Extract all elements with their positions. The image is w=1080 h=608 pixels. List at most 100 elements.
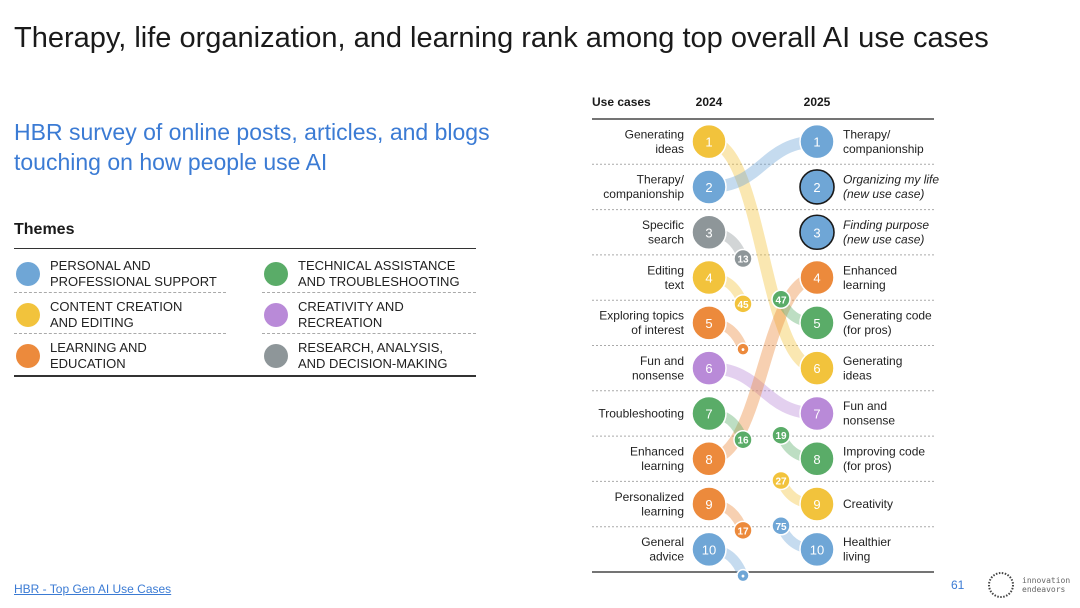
rank-2024-number: 5 <box>705 316 712 331</box>
page-number: 61 <box>951 578 965 592</box>
theme-research: Research, analysis, and decision-making <box>264 340 448 372</box>
rank-2025-circle <box>799 169 835 205</box>
use-case-2025-label: Generating code <box>843 309 932 323</box>
themes-top-rule <box>14 248 476 249</box>
rank-2024-circle <box>691 214 727 250</box>
use-case-2025-label: ideas <box>843 368 872 382</box>
dropout-rank-badge <box>733 520 753 541</box>
rank-2025-number: 2 <box>813 180 820 195</box>
use-case-2024-label: Enhanced <box>630 445 684 459</box>
rank-2024-circle <box>691 486 727 522</box>
use-case-2025-label: learning <box>843 278 886 292</box>
theme-label: Content creation and editing <box>50 299 183 330</box>
rank-2025-number: 5 <box>813 316 820 331</box>
use-case-2025-label: companionship <box>843 142 924 156</box>
use-case-2025-label: Generating <box>843 354 902 368</box>
dropout-rank-badge <box>733 429 753 450</box>
use-case-2025-label: Improving code <box>843 445 925 459</box>
rank-2024-number: 2 <box>705 180 712 195</box>
rank-2024-circle <box>691 123 727 160</box>
rank-2024-number: 9 <box>705 497 712 512</box>
rank-2025-number: 3 <box>813 225 820 240</box>
use-case-2024-label: advice <box>649 550 684 564</box>
rank-2025-number: 7 <box>813 406 820 421</box>
rank-2025-circle <box>799 486 835 522</box>
rank-2024-circle <box>691 169 727 205</box>
innovation-endeavors-logo: innovation endeavors <box>986 570 1070 600</box>
newcomer-rank-badge <box>771 516 791 536</box>
rank-flow <box>703 135 823 375</box>
theme-label: Research, analysis, and decision-making <box>298 340 448 371</box>
use-case-2025-label: nonsense <box>843 414 895 428</box>
theme-dot <box>264 303 288 327</box>
rank-2024-number: 3 <box>705 225 712 240</box>
header-2025: 2025 <box>804 95 831 109</box>
rank-2024-circle <box>691 305 727 341</box>
theme-label: Personal and professional support <box>50 258 217 289</box>
newcomer-rank-badge <box>771 289 791 310</box>
rank-2024-circle <box>691 441 727 477</box>
rank-2025-number: 4 <box>813 271 820 286</box>
use-case-2025-label: Organizing my life <box>843 173 939 187</box>
theme-divider <box>262 292 476 293</box>
newcomer-rank-label: 27 <box>775 476 787 487</box>
theme-label: Creativity and recreation <box>298 299 404 330</box>
rank-2025-circle <box>799 441 835 477</box>
rank-flow <box>703 271 823 465</box>
use-case-2024-label: Generating <box>625 127 684 141</box>
rank-2025-number: 6 <box>813 361 820 376</box>
use-case-2025-label: (for pros) <box>843 459 892 473</box>
theme-dot <box>16 262 40 286</box>
theme-label: Learning and education <box>50 340 147 371</box>
rank-2024-circle <box>691 531 727 568</box>
use-case-2024-label: General <box>641 535 684 549</box>
newcomer-rank-badge <box>771 425 791 445</box>
rank-2025-circle <box>799 123 835 160</box>
source-link[interactable]: HBR - Top Gen AI Use Cases <box>14 582 172 596</box>
rank-2025-circle <box>799 395 835 432</box>
dropout-rank-badge <box>736 342 750 356</box>
use-case-2025-label: (new use case) <box>843 233 924 247</box>
use-case-2025-label: living <box>843 550 870 564</box>
rank-2024-number: 6 <box>705 361 712 376</box>
theme-creativity: Creativity and recreation <box>264 299 404 331</box>
use-case-2024-label: ideas <box>655 142 684 156</box>
dropout-rank-badge <box>736 568 750 582</box>
logo-text: innovation endeavors <box>1022 576 1071 594</box>
use-case-2024-label: Fun and <box>640 354 684 368</box>
dropout-rank-badge <box>733 294 753 314</box>
use-case-2024-label: learning <box>641 459 684 473</box>
use-case-2025-label: (for pros) <box>843 323 892 337</box>
rank-2024-number: 7 <box>705 406 712 421</box>
use-case-2024-label: Therapy/ <box>637 173 685 187</box>
use-case-2024-label: of interest <box>631 323 684 337</box>
themes-heading: Themes <box>14 221 75 238</box>
rank-2025-circle <box>799 305 835 341</box>
logo-ring-icon <box>988 572 1014 598</box>
theme-dot <box>264 344 288 368</box>
theme-label: Technical assistance and troubleshooting <box>298 258 460 289</box>
use-case-2024-label: companionship <box>603 187 684 201</box>
use-case-2024-label: Troubleshooting <box>598 406 684 420</box>
rank-2025-circle <box>799 214 835 251</box>
rank-2025-circle <box>799 259 835 296</box>
use-case-2025-label: (new use case) <box>843 187 924 201</box>
theme-personal: Personal and professional support <box>16 258 217 290</box>
theme-technical: Technical assistance and troubleshooting <box>264 258 460 290</box>
use-case-2024-label: learning <box>641 504 684 518</box>
use-case-2024-label: nonsense <box>632 368 684 382</box>
rank-2024-circle <box>691 395 727 432</box>
dropout-rank-label: • <box>741 572 745 582</box>
use-case-2024-label: Specific <box>642 218 684 232</box>
theme-divider <box>262 333 476 334</box>
header-use-cases: Use cases <box>592 95 651 109</box>
newcomer-rank-label: 19 <box>775 431 787 442</box>
theme-content: Content creation and editing <box>16 299 182 331</box>
use-case-2025-label: Therapy/ <box>843 127 891 141</box>
rank-2025-circle <box>799 531 835 568</box>
use-cases-slope-chart: Use cases 2024 20251345•1617•471927751Gene… <box>592 95 939 582</box>
rank-2024-number: 1 <box>705 135 712 150</box>
use-case-2024-label: Exploring topics <box>599 309 684 323</box>
use-case-2024-label: text <box>665 278 685 292</box>
newcomer-rank-label: 47 <box>775 295 787 306</box>
